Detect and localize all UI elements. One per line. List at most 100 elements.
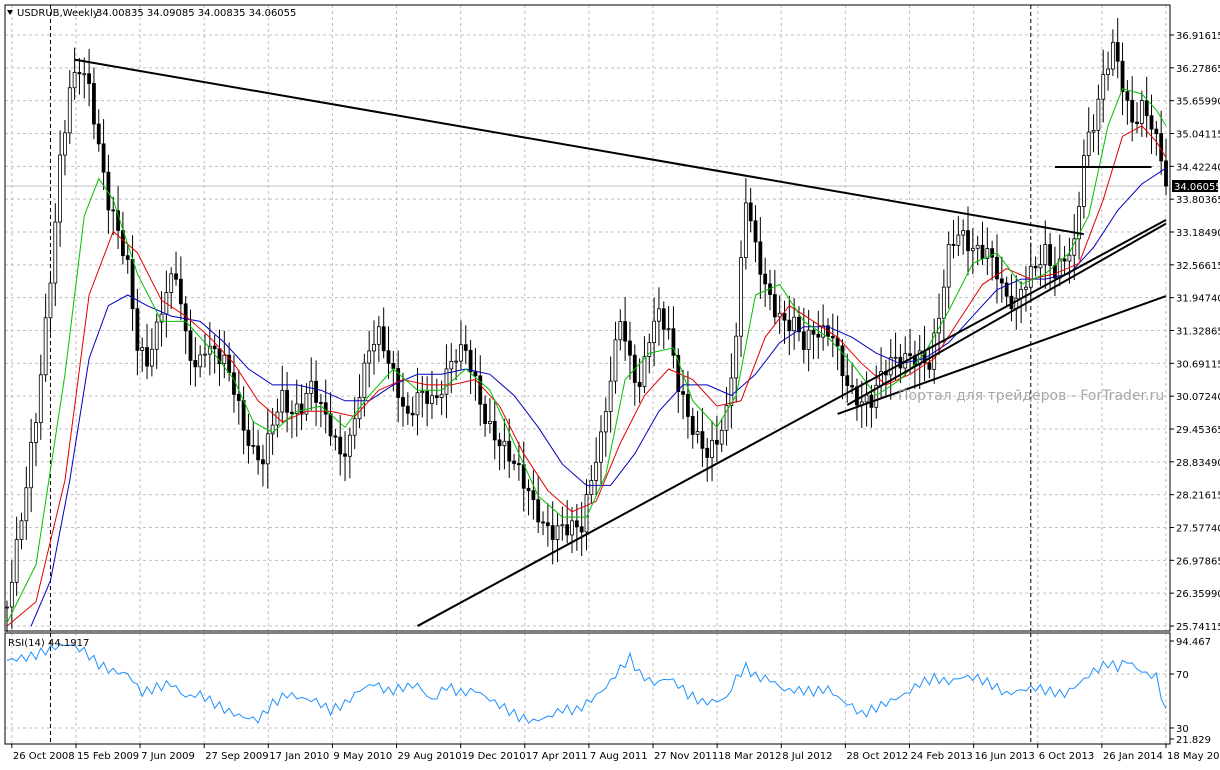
candle-body xyxy=(381,326,386,352)
candle-body xyxy=(193,360,198,368)
time-tick-label: 15 Feb 2009 xyxy=(77,751,139,762)
candle-body xyxy=(830,336,835,339)
candle-body xyxy=(72,72,77,89)
candle-body xyxy=(671,328,676,356)
candle-body xyxy=(111,209,116,212)
time-tick-label: 7 Jun 2009 xyxy=(141,751,195,762)
candle-body xyxy=(318,402,323,404)
candle-body xyxy=(82,73,87,76)
dropdown-triangle-icon[interactable] xyxy=(7,10,13,15)
candle-body xyxy=(492,420,497,441)
candle-body xyxy=(178,278,183,305)
candle-body xyxy=(1144,100,1149,117)
candle-body xyxy=(763,273,768,285)
candle-body xyxy=(1038,264,1043,269)
candle-body xyxy=(323,402,328,415)
trendline xyxy=(837,295,1167,415)
candle-body xyxy=(801,331,806,350)
ohlc-label: 34.00835 34.09085 34.00835 34.06055 xyxy=(96,8,296,19)
candle-body xyxy=(608,380,613,412)
candle-body xyxy=(294,403,299,414)
candle-body xyxy=(864,394,869,403)
candle-body xyxy=(724,405,729,431)
candle-body xyxy=(304,393,309,415)
candle-body xyxy=(560,524,565,527)
price-tick-label: 31.32865 xyxy=(1176,327,1220,338)
candle-body xyxy=(927,362,932,370)
price-tick-label: 33.18490 xyxy=(1176,228,1220,239)
candle-body xyxy=(251,445,256,447)
candle-body xyxy=(198,354,203,368)
candle-body xyxy=(280,389,285,413)
candle-body xyxy=(149,348,154,367)
candle-body xyxy=(338,436,343,455)
candle-body xyxy=(309,380,314,394)
candle-body xyxy=(584,494,589,533)
candle-body xyxy=(951,243,956,246)
candle-body xyxy=(299,403,304,415)
ma-mid-line xyxy=(6,125,1167,627)
candle-body xyxy=(908,353,912,357)
candle-body xyxy=(43,317,48,376)
candle-body xyxy=(405,405,410,414)
candle-body xyxy=(391,362,396,369)
rsi-tick-label: 70 xyxy=(1176,670,1189,681)
candle-body xyxy=(777,312,782,318)
candle-body xyxy=(753,220,758,243)
time-tick-label: 24 Feb 2013 xyxy=(911,751,973,762)
candle-body xyxy=(647,342,652,358)
candle-body xyxy=(637,381,642,387)
candle-body xyxy=(874,384,879,408)
time-tick-label: 18 May 2014 xyxy=(1167,751,1220,762)
candle-body xyxy=(888,357,893,376)
candle-body xyxy=(565,524,570,536)
price-tick-label: 35.65990 xyxy=(1176,97,1220,108)
grid-lines xyxy=(5,5,1170,744)
rsi-series xyxy=(6,644,1167,724)
time-tick-label: 9 May 2010 xyxy=(333,751,392,762)
candle-body xyxy=(980,244,985,260)
candle-body xyxy=(893,356,898,359)
rsi-line xyxy=(6,644,1167,724)
candle-body xyxy=(956,234,961,246)
candle-body xyxy=(970,247,975,252)
symbol-timeframe-label: USDRUB,Weekly xyxy=(17,8,99,19)
candle-body xyxy=(34,422,38,443)
candle-body xyxy=(1067,254,1072,262)
candle-body xyxy=(772,294,777,318)
candle-body xyxy=(347,434,352,457)
rsi-tick-label: 21.829 xyxy=(1176,735,1211,746)
candle-body xyxy=(1048,244,1052,266)
candle-body xyxy=(483,403,487,424)
candle-body xyxy=(666,328,671,331)
time-tick-label: 27 Sep 2009 xyxy=(205,751,268,762)
candle-body xyxy=(840,345,845,377)
candle-body xyxy=(1106,68,1110,76)
price-tick-label: 25.74115 xyxy=(1176,622,1220,633)
candle-body xyxy=(603,411,608,433)
candle-body xyxy=(990,248,995,258)
candle-body xyxy=(67,87,72,134)
candle-body xyxy=(415,392,420,416)
candle-body xyxy=(449,360,454,370)
candle-body xyxy=(328,413,333,437)
candle-body xyxy=(1164,160,1168,187)
candle-body xyxy=(787,319,792,332)
candle-body xyxy=(154,321,159,350)
candle-body xyxy=(995,256,999,280)
candle-body xyxy=(589,480,594,495)
trendlines[interactable] xyxy=(74,58,1167,627)
price-tick-label: 30.07240 xyxy=(1176,392,1220,403)
time-tick-label: 26 Oct 2008 xyxy=(13,751,75,762)
watermark-text: Портал для трейдеров - ForTrader.ru xyxy=(898,388,1164,404)
candle-body xyxy=(816,333,821,338)
candle-body xyxy=(261,459,265,465)
candle-body xyxy=(444,368,449,395)
time-tick-label: 19 Dec 2010 xyxy=(462,751,526,762)
candle-body xyxy=(507,440,512,462)
candle-body xyxy=(459,344,463,362)
candle-body xyxy=(729,377,734,406)
candle-body xyxy=(570,520,574,536)
